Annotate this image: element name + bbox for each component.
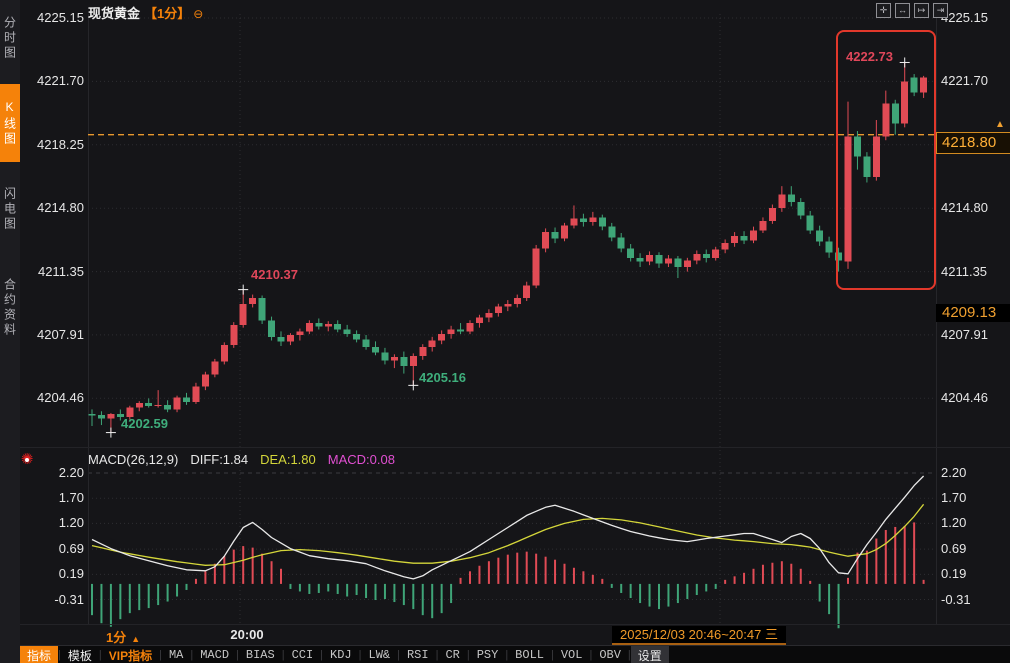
- toolbar-separator: |: [358, 649, 362, 661]
- annotation-swing-high: 4210.37: [251, 267, 298, 282]
- price-axis-label-left: 4211.35: [37, 263, 84, 279]
- bar-time-range-label: 2025/12/03 20:46~20:47 三: [612, 626, 786, 645]
- price-axis-label-right: 4221.70: [941, 73, 988, 89]
- toolbar-item-PSY[interactable]: PSY: [476, 648, 499, 662]
- toolbar-item-BIAS[interactable]: BIAS: [245, 648, 275, 662]
- indicator-toolbar: 指标 | 模板 | VIP指标 | MA | MACD | BIAS | CCI | KDJ | LW& | RSI…: [20, 645, 1010, 663]
- toolbar-item-设置[interactable]: 设置: [630, 645, 669, 663]
- chart-type-sidebar: 分时图 K线图闪电图合约资料: [0, 0, 20, 663]
- toolbar-item-LW&[interactable]: LW&: [368, 648, 391, 662]
- circle-minus-icon[interactable]: ⊖: [193, 7, 204, 21]
- sidebar-item-time-chart[interactable]: 分时图: [2, 15, 17, 61]
- macd-axis-label-right: 0.69: [941, 541, 967, 557]
- toolbar-separator: |: [58, 649, 61, 661]
- macd-axis-label-left: 2.20: [58, 465, 84, 481]
- price-axis-label-right: 4225.15: [941, 10, 988, 25]
- price-axis-label-left: 4207.91: [37, 326, 84, 342]
- annotation-session-high: 4222.73: [846, 49, 893, 64]
- macd-axis-label-right: 2.20: [941, 465, 967, 481]
- toolbar-separator: |: [466, 649, 470, 661]
- time-axis-tick: 20:00: [230, 627, 264, 642]
- toolbar-separator: |: [435, 649, 439, 661]
- toolbar-separator: |: [589, 649, 593, 661]
- macd-axis-label-right: 1.20: [941, 515, 967, 531]
- chevron-up-icon: ▲: [131, 634, 141, 644]
- period-selector[interactable]: 1分 ▲: [106, 630, 141, 645]
- toolbar-item-OBV[interactable]: OBV: [599, 648, 621, 662]
- price-axis-label-left: 4214.80: [37, 200, 84, 216]
- toolbar-separator: |: [98, 649, 102, 661]
- price-axis-label-left: 4225.15: [37, 10, 84, 25]
- sidebar-item-flash-chart[interactable]: 闪电图: [2, 186, 17, 232]
- period-tag: 【1分】: [144, 6, 191, 21]
- macd-axis-label-left: -0.31: [54, 591, 84, 607]
- macd-header: MACD(26,12,9) DIFF:1.84 DEA:1.80 MACD:0.08: [88, 452, 407, 467]
- chart-toolbar-icons: ✛ ↔ ↦ ⇥: [876, 3, 948, 18]
- annotation-swing-low: 4205.16: [419, 370, 466, 385]
- toolbar-item-VIP指标[interactable]: VIP指标: [108, 648, 153, 663]
- macd-dea-value: DEA:1.80: [260, 452, 316, 467]
- macd-axis-label-left: 0.19: [58, 566, 84, 582]
- price-axis-label-right: 4207.91: [941, 326, 988, 342]
- toolbar-item-KDJ[interactable]: KDJ: [330, 648, 352, 662]
- price-up-arrow-icon: ▲: [995, 119, 1005, 130]
- toolbar-separator: |: [236, 649, 239, 661]
- macd-params-label: MACD(26,12,9): [88, 452, 179, 467]
- price-axis-label-right: 4214.80: [941, 200, 988, 216]
- macd-axis-label-left: 0.69: [58, 541, 84, 557]
- toolbar-item-MACD[interactable]: MACD: [200, 648, 230, 662]
- chart-title: 现货黄金 【1分】 ⊖: [88, 3, 203, 22]
- toolbar-item-模板[interactable]: 模板: [67, 648, 92, 663]
- macd-axis-label-right: 0.19: [941, 566, 967, 582]
- symbol-name: 现货黄金: [88, 6, 141, 21]
- toolbar-item-指标[interactable]: 指标: [20, 645, 59, 663]
- macd-axis-label-right: 1.70: [941, 490, 967, 506]
- toolbar-item-MA[interactable]: MA: [168, 648, 184, 662]
- toolbar-separator: |: [550, 649, 554, 661]
- sidebar-item-kline-chart[interactable]: K线图: [0, 84, 20, 162]
- goto-latest-icon[interactable]: ⇥: [933, 3, 948, 18]
- sidebar-item-contract-info[interactable]: 合约资料: [2, 278, 17, 338]
- price-axis-label-left: 4221.70: [37, 73, 84, 89]
- toolbar-item-RSI[interactable]: RSI: [406, 648, 429, 662]
- step-forward-icon[interactable]: ↦: [914, 3, 929, 18]
- price-axis-label-left: 4204.46: [37, 390, 84, 406]
- price-axis-label-right: 4211.35: [941, 263, 988, 279]
- toolbar-separator: |: [320, 649, 324, 661]
- macd-plot[interactable]: [88, 450, 936, 625]
- current-price-label: 4218.80: [936, 132, 1010, 154]
- price-axis-label-right: 4204.46: [941, 390, 988, 406]
- toolbar-separator: |: [159, 649, 162, 661]
- toolbar-separator: |: [627, 649, 631, 661]
- toolbar-separator: |: [505, 649, 509, 661]
- toolbar-item-CR[interactable]: CR: [445, 648, 460, 662]
- toolbar-item-CCI[interactable]: CCI: [291, 648, 314, 662]
- price-axis-label-left: 4218.25: [37, 136, 84, 152]
- toolbar-separator: |: [281, 649, 285, 661]
- secondary-price-label: 4209.13: [936, 304, 1010, 322]
- indicator-alert-icon[interactable]: ✺: [18, 451, 36, 469]
- main-chart-plot[interactable]: [88, 12, 936, 446]
- toolbar-separator: |: [190, 649, 194, 661]
- highlight-box: [836, 30, 936, 290]
- annotation-session-low: 4202.59: [121, 416, 168, 431]
- crosshair-icon[interactable]: ✛: [876, 3, 891, 18]
- toolbar-separator: |: [397, 649, 400, 661]
- toolbar-item-VOL[interactable]: VOL: [560, 648, 583, 662]
- macd-diff-value: DIFF:1.84: [190, 452, 249, 467]
- time-axis-row: 1分 ▲ 20:00 2025/12/03 20:46~20:47 三: [0, 625, 1010, 645]
- fit-horizontal-icon[interactable]: ↔: [895, 3, 910, 18]
- macd-macd-value: MACD:0.08: [327, 452, 395, 467]
- macd-axis-label-right: -0.31: [941, 591, 971, 607]
- macd-axis-label-left: 1.70: [58, 490, 84, 506]
- toolbar-item-BOLL[interactable]: BOLL: [515, 648, 544, 662]
- macd-axis-label-left: 1.20: [58, 515, 84, 531]
